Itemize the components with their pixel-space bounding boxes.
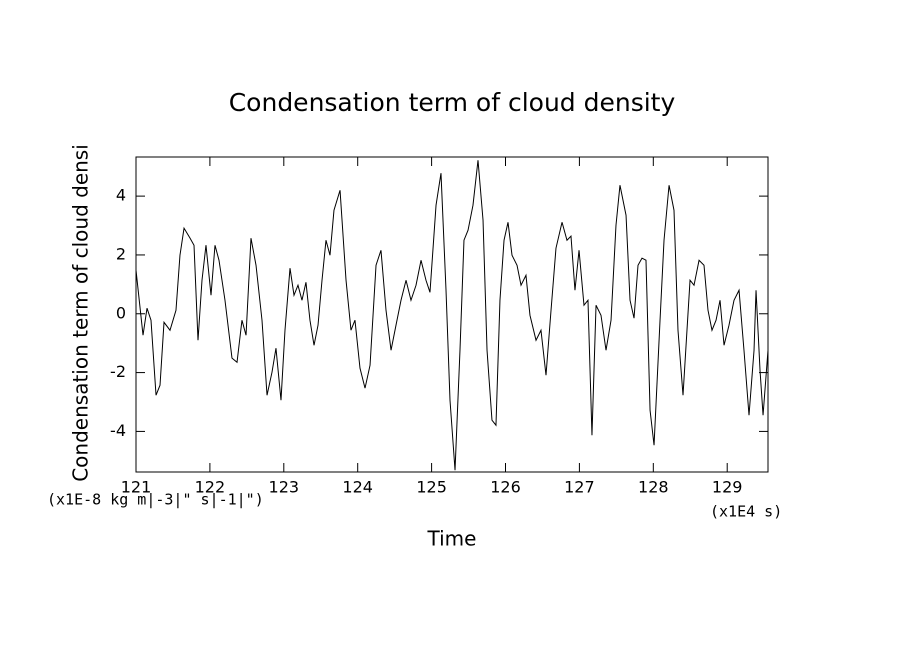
y-tick-label: 4 [116,186,126,205]
x-tick-label: 125 [416,478,447,497]
x-tick-label: 129 [712,478,743,497]
x-axis-label: Time [427,527,477,551]
y-unit: (x1E-8 kg m|-3|" s|-1|") [47,491,264,509]
plot-frame [135,156,769,473]
x-tick-label: 121 [121,478,152,497]
x-unit: (x1E4 s) [710,503,782,521]
chart-title: Condensation term of cloud density [229,88,676,117]
x-tick-label: 126 [490,478,521,497]
y-tick-label: 2 [116,244,126,263]
x-tick-label: 128 [638,478,669,497]
y-tick-label: -4 [110,421,126,440]
y-axis-label: Condensation term of cloud densi [69,144,93,482]
x-tick-label: 127 [564,478,595,497]
y-tick-label: 0 [116,303,126,322]
y-tick-label: -2 [110,362,126,381]
x-tick-label: 122 [195,478,226,497]
data-line [135,160,769,471]
x-tick-label: 123 [269,478,300,497]
x-tick-label: 124 [342,478,373,497]
